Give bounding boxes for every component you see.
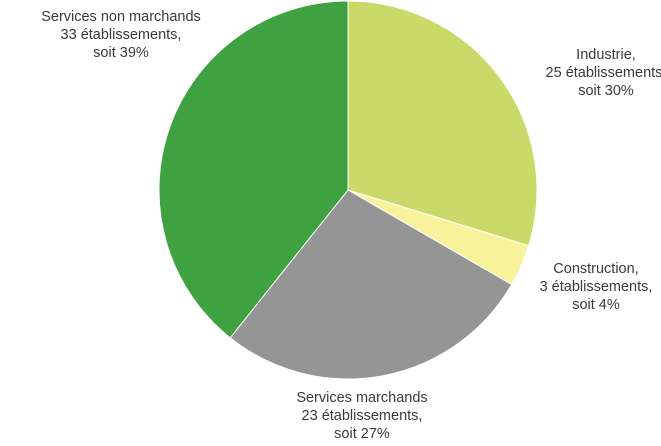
pie-slices [158,0,538,380]
label-industrie: Industrie, 25 établissements, soit 30% [546,46,661,100]
label-industrie-name: Industrie, [576,47,636,63]
label-services-marchands: Services marchands 23 établissements, so… [296,389,427,443]
pie-slice-services-non-marchands [158,0,349,339]
label-construction: Construction, 3 établissements, soit 4% [540,260,653,314]
label-services-non-marchands-name: Services non marchands [41,9,201,25]
label-services-non-marchands-percent: soit 39% [93,45,149,61]
label-services-non-marchands-count: 33 établissements, [60,27,182,43]
label-construction-name: Construction, [553,261,639,277]
pie-slice-services-marchands [229,189,513,380]
label-industrie-percent: soit 30% [578,83,634,99]
pie-slice-industrie [347,0,538,247]
label-industrie-count: 25 établissements, [545,65,661,81]
label-services-marchands-count: 23 établissements, [301,408,423,424]
label-services-marchands-name: Services marchands [296,390,428,406]
label-construction-percent: soit 4% [572,297,620,313]
label-construction-count: 3 établissements, [539,279,653,295]
label-services-marchands-percent: soit 27% [334,426,390,442]
label-services-non-marchands: Services non marchands 33 établissements… [41,8,201,62]
